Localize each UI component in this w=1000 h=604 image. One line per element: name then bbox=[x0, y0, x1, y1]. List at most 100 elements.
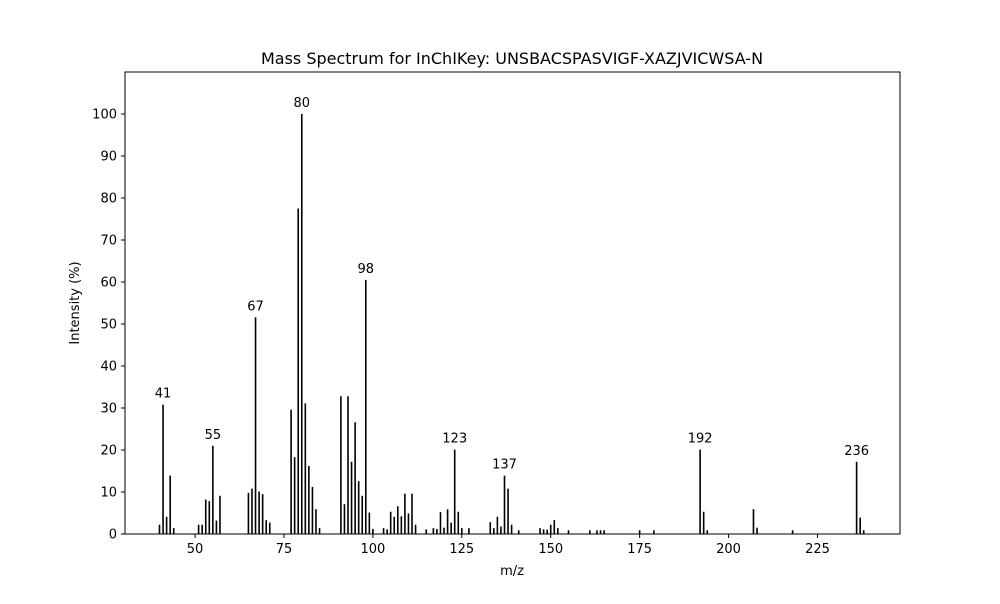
y-tick-label: 80 bbox=[100, 192, 117, 207]
bar bbox=[343, 504, 346, 534]
bar bbox=[397, 506, 399, 534]
peak-label: 137 bbox=[492, 458, 517, 473]
bar bbox=[752, 509, 755, 534]
bar bbox=[457, 511, 460, 534]
bar bbox=[503, 475, 506, 534]
bar bbox=[389, 511, 392, 534]
bar bbox=[404, 493, 406, 534]
bar bbox=[443, 527, 445, 534]
bar bbox=[268, 522, 271, 534]
bar bbox=[425, 529, 428, 534]
x-axis-ticks: 50 75 100 125 150 175 200 225 bbox=[187, 534, 830, 557]
bar bbox=[461, 528, 463, 534]
bar bbox=[215, 520, 218, 534]
bar bbox=[699, 449, 701, 534]
y-tick-label: 30 bbox=[100, 402, 117, 417]
x-tick-label: 225 bbox=[805, 542, 830, 557]
bar bbox=[293, 457, 296, 534]
y-axis-ticks: 0 10 20 30 40 50 60 70 80 90 100 bbox=[92, 108, 125, 543]
bar bbox=[859, 517, 861, 534]
bar bbox=[247, 492, 250, 534]
bar bbox=[165, 516, 168, 534]
bar bbox=[382, 528, 385, 534]
bar bbox=[212, 445, 214, 534]
bars-group bbox=[158, 114, 865, 534]
bar bbox=[197, 524, 200, 534]
bar bbox=[162, 404, 164, 534]
x-axis-label: m/z bbox=[500, 564, 524, 579]
bar bbox=[507, 488, 509, 534]
bar bbox=[510, 524, 513, 534]
bar bbox=[172, 528, 175, 534]
bar bbox=[372, 528, 374, 534]
bar bbox=[855, 461, 858, 534]
x-tick-label: 125 bbox=[449, 542, 474, 557]
peak-label: 98 bbox=[358, 262, 375, 277]
bar bbox=[364, 279, 367, 534]
bar bbox=[208, 501, 211, 534]
bar bbox=[653, 530, 655, 534]
bar bbox=[500, 526, 502, 534]
y-tick-label: 100 bbox=[92, 108, 117, 123]
plot-frame bbox=[124, 71, 901, 535]
y-axis-label: Intensity (%) bbox=[68, 261, 83, 344]
bar bbox=[219, 495, 221, 534]
y-tick-label: 40 bbox=[100, 360, 117, 375]
bar bbox=[290, 409, 292, 534]
bar bbox=[599, 530, 602, 534]
bar bbox=[493, 528, 495, 534]
bar bbox=[706, 530, 709, 534]
bar bbox=[361, 495, 364, 534]
bar bbox=[350, 461, 353, 534]
peak-labels-group: 41 55 67 80 98 123 137 192 236 bbox=[155, 96, 869, 473]
bar bbox=[347, 396, 349, 534]
x-tick-label: 200 bbox=[716, 542, 741, 557]
bar bbox=[557, 528, 559, 534]
bar bbox=[553, 520, 556, 534]
y-tick-label: 20 bbox=[100, 444, 117, 459]
bar bbox=[318, 528, 321, 534]
peak-label: 80 bbox=[293, 96, 310, 111]
bar bbox=[414, 524, 417, 534]
bar bbox=[300, 114, 303, 534]
bar bbox=[393, 516, 396, 534]
bar bbox=[251, 488, 253, 534]
bar bbox=[638, 530, 641, 534]
bar bbox=[549, 524, 552, 534]
x-tick-label: 100 bbox=[360, 542, 385, 557]
bar bbox=[169, 475, 171, 534]
bar bbox=[204, 499, 207, 534]
bar bbox=[603, 530, 605, 534]
bar bbox=[496, 516, 499, 534]
bar bbox=[489, 522, 492, 534]
bar bbox=[315, 509, 317, 534]
bar bbox=[702, 511, 705, 534]
chart-title: Mass Spectrum for InChIKey: UNSBACSPASVI… bbox=[261, 49, 763, 68]
bar bbox=[567, 530, 570, 534]
bar bbox=[450, 522, 452, 534]
bar bbox=[589, 530, 591, 534]
y-tick-label: 10 bbox=[100, 486, 117, 501]
bar bbox=[400, 516, 403, 534]
peak-label: 192 bbox=[688, 432, 713, 447]
bar bbox=[432, 528, 435, 534]
bar bbox=[368, 512, 371, 534]
bar bbox=[308, 465, 310, 534]
peak-label: 236 bbox=[844, 444, 869, 459]
y-tick-label: 0 bbox=[109, 528, 117, 543]
bar bbox=[756, 527, 758, 534]
bar bbox=[311, 486, 314, 534]
bar bbox=[446, 509, 449, 534]
y-tick-label: 60 bbox=[100, 276, 117, 291]
bar bbox=[265, 520, 267, 534]
bar bbox=[436, 528, 438, 534]
bar bbox=[340, 396, 342, 534]
bar bbox=[411, 493, 413, 534]
bar bbox=[201, 524, 203, 534]
bar bbox=[254, 317, 257, 534]
bar bbox=[357, 481, 360, 534]
bar bbox=[596, 530, 598, 534]
y-tick-label: 70 bbox=[100, 234, 117, 249]
